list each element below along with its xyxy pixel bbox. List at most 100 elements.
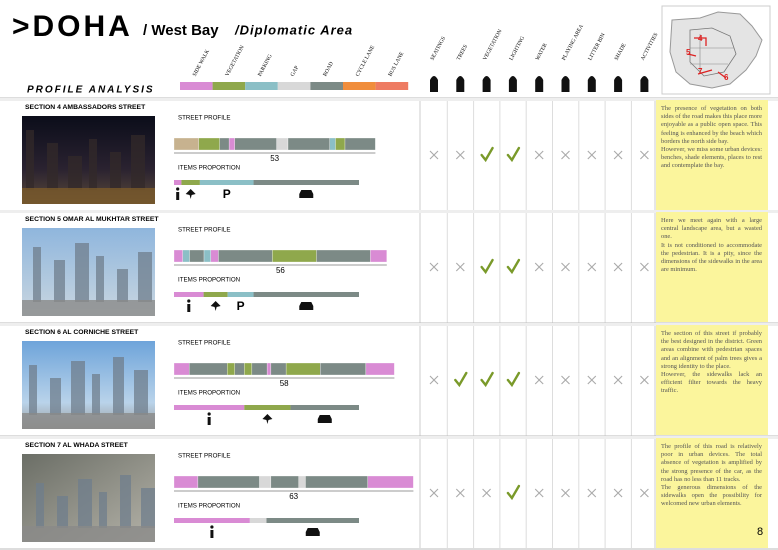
proportion-label: ITEMS PROPORTION: [178, 165, 240, 172]
profile-segment: [320, 362, 367, 376]
profile-segment: [270, 475, 299, 489]
car-icon: [299, 302, 314, 310]
profile-segment: [270, 362, 287, 376]
photo-building: [120, 475, 131, 528]
cross-mark: [561, 262, 570, 272]
criteria-icon: [587, 76, 596, 92]
proportion-segment: [174, 180, 182, 185]
criteria-label: ACTIVITIES: [640, 32, 659, 62]
check-mark: [506, 371, 521, 388]
proportion-label: ITEMS PROPORTION: [178, 503, 240, 510]
check-mark: [506, 146, 521, 163]
map-label: 5: [686, 48, 691, 57]
description-box: [656, 438, 768, 548]
description-box: [656, 212, 768, 322]
car-icon: [317, 415, 332, 423]
profile-width: 58: [280, 379, 289, 388]
photo-road: [22, 526, 155, 542]
profile-segment: [287, 137, 330, 151]
legend-swatch: [375, 82, 409, 90]
profile-width: 56: [276, 266, 285, 275]
cross-mark: [534, 262, 544, 272]
map-land: [669, 11, 763, 89]
profile-segment: [305, 475, 368, 489]
cross-mark: [640, 150, 649, 160]
legend-swatch: [343, 82, 376, 90]
parking-icon: P: [237, 299, 245, 313]
profile-segment: [197, 475, 260, 489]
row-shade: [0, 210, 778, 213]
photo-building: [138, 252, 152, 302]
cross-mark: [429, 488, 439, 498]
cross-mark: [534, 375, 544, 385]
photo-building: [99, 492, 107, 528]
proportion-segment: [174, 405, 245, 410]
profile-segment: [272, 249, 317, 263]
proportion-segment: [253, 180, 359, 185]
map-streets: [690, 34, 734, 72]
proportion-segment: [244, 405, 291, 410]
car-icon: [305, 528, 320, 536]
profile-segment: [228, 137, 235, 151]
criteria-icon: [640, 76, 649, 92]
criteria-label: VEGETATION: [482, 29, 503, 62]
profile-segment: [218, 249, 273, 263]
check-mark: [506, 484, 521, 501]
photo-building: [89, 139, 97, 190]
profile-segment: [173, 137, 199, 151]
legend-label: CYCLE LANE: [355, 44, 377, 77]
cross-mark: [640, 488, 649, 498]
photo-building: [131, 135, 145, 190]
photo-building: [134, 370, 148, 415]
criteria-label: LIGHTING: [508, 35, 526, 61]
criteria-icon: [430, 76, 438, 92]
pedestrian-icon: [207, 412, 211, 425]
criteria-icon: [456, 76, 465, 92]
photo-building: [50, 378, 61, 415]
map-label: 4: [698, 34, 703, 43]
description-box: [656, 325, 768, 435]
legend-swatch: [310, 82, 343, 90]
description-paragraph: It is not conditioned to accommodate the…: [661, 241, 762, 274]
proportion-segment: [227, 292, 254, 297]
photo-building: [92, 374, 100, 415]
profile-segment: [198, 137, 220, 151]
section-title: SECTION 6 AL CORNICHE STREET: [25, 329, 139, 336]
profile-segment: [259, 475, 272, 489]
photo-building: [113, 357, 124, 415]
description-paragraph: The profile of this road is relatively p…: [661, 443, 762, 483]
profile-segment: [227, 362, 235, 376]
description-paragraph: However, we miss some urban devices: ben…: [661, 146, 762, 170]
photo-building: [117, 269, 128, 302]
cross-mark: [561, 375, 570, 385]
criteria-icon: [508, 76, 517, 92]
district: / West Bay: [143, 22, 219, 39]
pedestrian-icon: [176, 187, 180, 200]
cross-mark: [587, 375, 597, 385]
cross-mark: [561, 150, 570, 160]
photo-building: [75, 243, 89, 302]
criteria-label: LITTER BIN: [587, 32, 606, 61]
photo-road: [22, 413, 155, 429]
profile-segment: [329, 137, 336, 151]
section-title: SECTION 4 AMBASSADORS STREET: [25, 104, 146, 111]
row-shade: [0, 98, 778, 101]
legend-swatch: [212, 82, 246, 90]
proportion-segment: [174, 292, 204, 297]
profile-segment: [173, 475, 199, 489]
description: The presence of vegetation on both sides…: [661, 105, 762, 171]
photo-building: [57, 496, 68, 528]
proportion-segment: [253, 292, 359, 297]
profile-label: STREET PROFILE: [178, 227, 231, 234]
description-paragraph: The section of this street if probably t…: [661, 330, 762, 370]
leaf-icon: [210, 301, 221, 311]
description: The section of this street if probably t…: [661, 330, 762, 396]
cross-mark: [613, 262, 623, 272]
profile-segment: [251, 362, 268, 376]
check-mark: [480, 371, 494, 388]
check-mark: [480, 258, 494, 275]
row-shade: [0, 436, 778, 439]
proportion-label: ITEMS PROPORTION: [178, 390, 240, 397]
cross-mark: [429, 262, 439, 272]
